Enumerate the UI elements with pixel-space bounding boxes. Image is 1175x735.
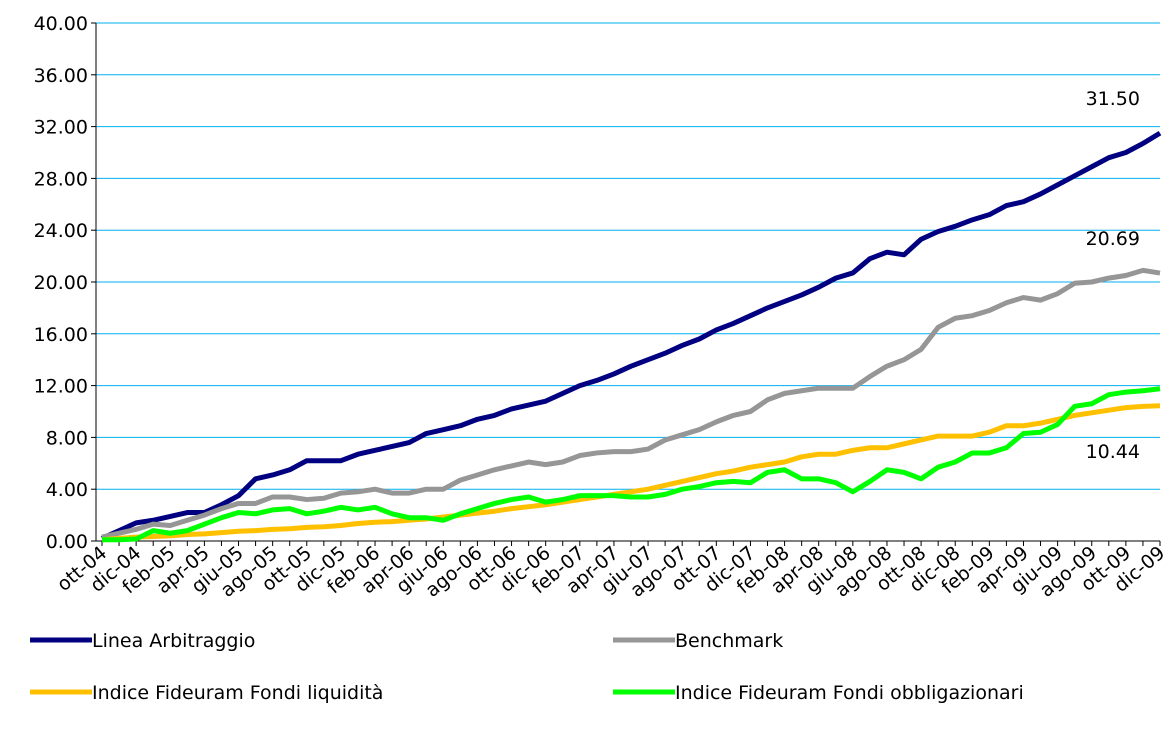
legend-label: Benchmark [675, 630, 783, 652]
series-line [100, 130, 1162, 541]
y-tick-label: 16.00 [34, 324, 88, 346]
data-label: 31.50 [1086, 88, 1140, 110]
legend-label: Indice Fideuram Fondi liquidità [92, 682, 383, 704]
y-tick-label: 8.00 [46, 427, 88, 449]
y-tick-label: 4.00 [46, 479, 88, 501]
y-tick-label: 12.00 [34, 376, 88, 398]
series-line [102, 386, 1161, 543]
y-tick-label: 32.00 [34, 117, 88, 139]
legend-label: Indice Fideuram Fondi obbligazionari [675, 682, 1024, 704]
y-tick-label: 28.00 [34, 168, 88, 190]
data-label: 10.44 [1086, 441, 1140, 463]
y-tick-label: 24.00 [34, 220, 88, 242]
y-tick-label: 20.00 [34, 272, 88, 294]
data-label: 20.69 [1086, 228, 1140, 250]
y-tick-label: 0.00 [46, 531, 88, 553]
series-line [101, 403, 1161, 543]
y-tick-label: 36.00 [34, 65, 88, 87]
legend-label: Linea Arbitraggio [92, 630, 255, 652]
series-line [101, 267, 1161, 540]
y-tick-label: 40.00 [34, 13, 88, 35]
